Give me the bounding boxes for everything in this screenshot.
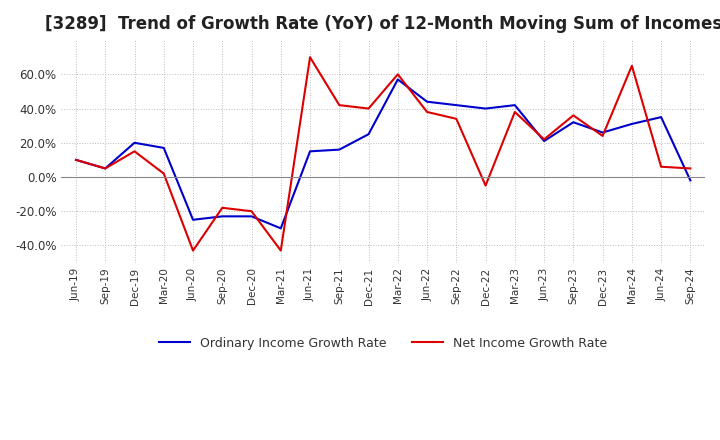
Net Income Growth Rate xyxy=(657,164,665,169)
Ordinary Income Growth Rate xyxy=(657,114,665,120)
Ordinary Income Growth Rate xyxy=(686,178,695,183)
Ordinary Income Growth Rate xyxy=(394,77,402,82)
Ordinary Income Growth Rate xyxy=(540,139,549,144)
Line: Net Income Growth Rate: Net Income Growth Rate xyxy=(76,57,690,250)
Ordinary Income Growth Rate xyxy=(130,140,139,145)
Ordinary Income Growth Rate xyxy=(364,132,373,137)
Net Income Growth Rate xyxy=(481,183,490,188)
Ordinary Income Growth Rate xyxy=(335,147,343,152)
Net Income Growth Rate xyxy=(569,113,577,118)
Ordinary Income Growth Rate xyxy=(276,226,285,231)
Net Income Growth Rate xyxy=(452,116,461,121)
Ordinary Income Growth Rate xyxy=(72,157,81,162)
Ordinary Income Growth Rate xyxy=(481,106,490,111)
Line: Ordinary Income Growth Rate: Ordinary Income Growth Rate xyxy=(76,80,690,228)
Net Income Growth Rate xyxy=(628,63,636,68)
Net Income Growth Rate xyxy=(130,149,139,154)
Net Income Growth Rate xyxy=(364,106,373,111)
Net Income Growth Rate xyxy=(686,166,695,171)
Net Income Growth Rate xyxy=(218,205,227,210)
Ordinary Income Growth Rate xyxy=(218,214,227,219)
Ordinary Income Growth Rate xyxy=(159,145,168,150)
Title: [3289]  Trend of Growth Rate (YoY) of 12-Month Moving Sum of Incomes: [3289] Trend of Growth Rate (YoY) of 12-… xyxy=(45,15,720,33)
Ordinary Income Growth Rate xyxy=(101,166,109,171)
Ordinary Income Growth Rate xyxy=(598,130,607,135)
Net Income Growth Rate xyxy=(510,109,519,114)
Ordinary Income Growth Rate xyxy=(306,149,315,154)
Net Income Growth Rate xyxy=(159,171,168,176)
Ordinary Income Growth Rate xyxy=(510,103,519,108)
Net Income Growth Rate xyxy=(306,55,315,60)
Net Income Growth Rate xyxy=(540,137,549,142)
Net Income Growth Rate xyxy=(247,209,256,214)
Net Income Growth Rate xyxy=(335,103,343,108)
Net Income Growth Rate xyxy=(598,133,607,139)
Ordinary Income Growth Rate xyxy=(247,214,256,219)
Net Income Growth Rate xyxy=(394,72,402,77)
Net Income Growth Rate xyxy=(101,166,109,171)
Net Income Growth Rate xyxy=(189,248,197,253)
Ordinary Income Growth Rate xyxy=(628,121,636,127)
Ordinary Income Growth Rate xyxy=(189,217,197,222)
Ordinary Income Growth Rate xyxy=(423,99,431,104)
Net Income Growth Rate xyxy=(276,248,285,253)
Ordinary Income Growth Rate xyxy=(452,103,461,108)
Net Income Growth Rate xyxy=(72,157,81,162)
Legend: Ordinary Income Growth Rate, Net Income Growth Rate: Ordinary Income Growth Rate, Net Income … xyxy=(159,337,607,350)
Net Income Growth Rate xyxy=(423,109,431,114)
Ordinary Income Growth Rate xyxy=(569,120,577,125)
